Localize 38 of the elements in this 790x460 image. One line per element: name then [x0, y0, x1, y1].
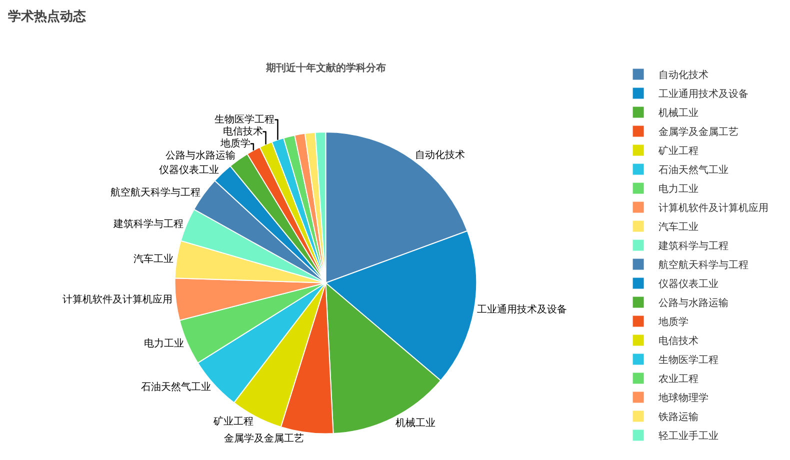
legend-label: 工业通用技术及设备	[658, 88, 748, 100]
legend-label: 自动化技术	[658, 69, 708, 82]
legend-label: 航空航天科学与工程	[658, 259, 748, 272]
slice-label: 仪器仪表工业	[159, 164, 220, 176]
slice-label: 汽车工业	[134, 253, 174, 266]
legend-label: 公路与水路运输	[658, 297, 728, 310]
slice-label: 机械工业	[396, 416, 436, 429]
slice-label: 矿业工程	[212, 416, 254, 428]
legend-label: 轻工业手工业	[658, 430, 718, 442]
legend-label: 地质学	[657, 316, 688, 328]
legend-label: 计算机软件及计算机应用	[658, 202, 768, 214]
legend-label: 机械工业	[658, 107, 698, 120]
slice-label: 计算机软件及计算机应用	[62, 294, 173, 306]
legend-label: 建筑科学与工程	[657, 240, 728, 252]
legend-label: 电力工业	[658, 183, 698, 196]
legend-label: 电信技术	[658, 335, 698, 348]
slice-label: 航空航天科学与工程	[110, 186, 200, 198]
slice-label: 工业通用技术及设备	[477, 303, 568, 316]
chart-title: 学术热点动态	[8, 8, 87, 25]
slice-label: 地质学	[219, 138, 250, 150]
slice-label: 电信技术	[222, 126, 263, 138]
legend-label: 矿业工程	[657, 145, 698, 158]
slice-label: 金属学及金属工艺	[224, 432, 304, 444]
legend-label: 汽车工业	[658, 221, 698, 234]
slice-label: 生物医学工程	[214, 114, 275, 126]
slice-label: 公路与水路运输	[166, 150, 236, 162]
slice-label: 建筑科学与工程	[112, 218, 184, 230]
legend-label: 生物医学工程	[658, 354, 718, 366]
legend-label: 仪器仪表工业	[658, 278, 718, 290]
legend-label: 石油天然气工业	[658, 164, 728, 176]
legend-label: 金属学及金属工艺	[658, 126, 738, 138]
slice-label: 电力工业	[144, 337, 184, 350]
legend-label: 铁路运输	[657, 411, 698, 424]
slice-label: 自动化技术	[415, 149, 466, 162]
slice-label: 石油天然气工业	[141, 381, 212, 394]
chart-subtitle: 期刊近十年文献的学科分布	[265, 62, 386, 74]
legend-label: 地球物理学	[657, 392, 708, 404]
legend-label: 农业工程	[658, 373, 698, 386]
